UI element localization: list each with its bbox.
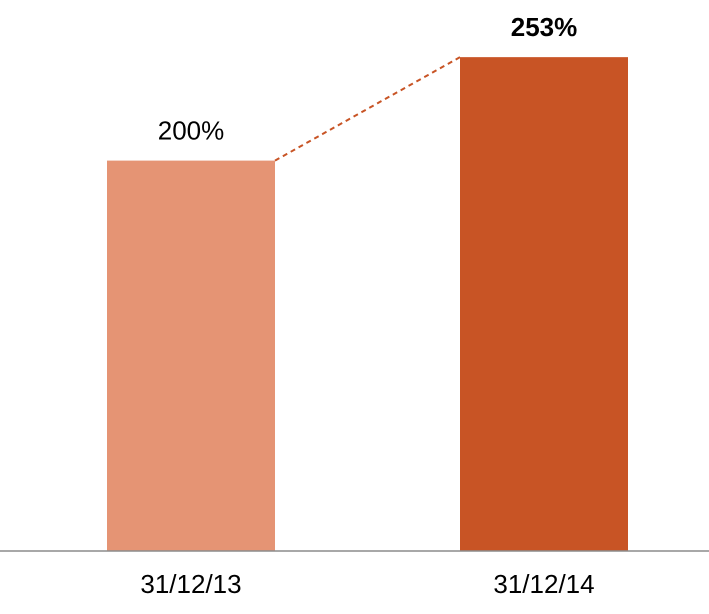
bar <box>107 160 275 551</box>
bar <box>460 57 628 551</box>
x-tick-label: 31/12/14 <box>493 569 594 599</box>
connector-line <box>274 56 461 162</box>
value-label: 253% <box>511 12 578 42</box>
value-label: 200% <box>158 115 225 145</box>
x-tick-label: 31/12/13 <box>140 569 241 599</box>
